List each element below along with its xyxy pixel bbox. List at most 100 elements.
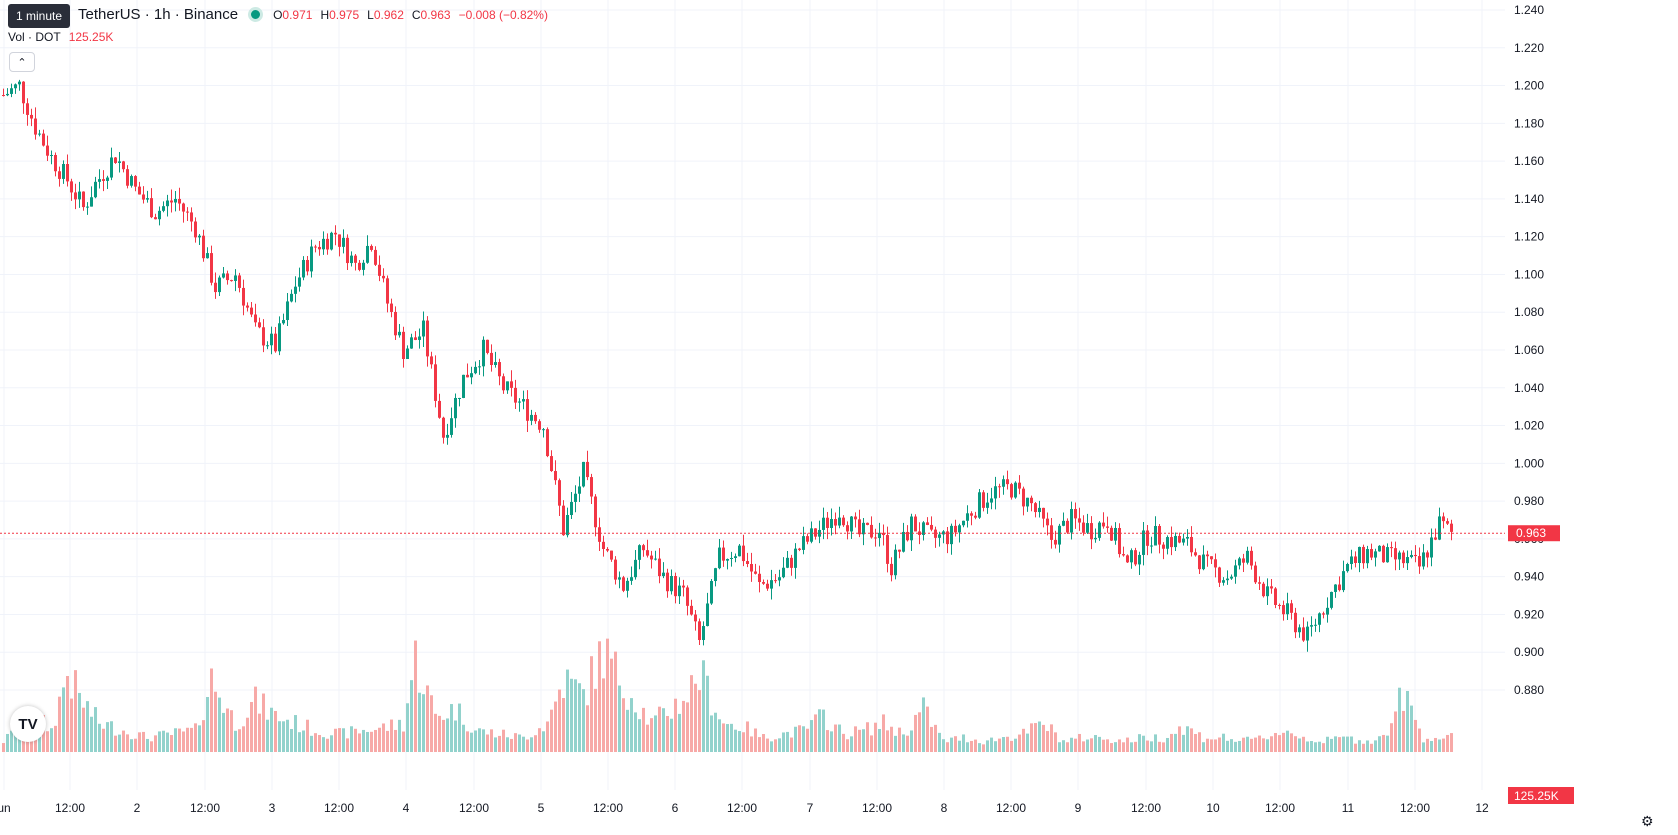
candle-body [1030,497,1033,504]
volume-bar [1090,738,1093,752]
volume-bar [598,641,601,752]
gear-icon[interactable]: ⚙ [1641,813,1654,829]
volume-bar [670,718,673,752]
candle-body [594,496,597,528]
candle-body [858,519,861,535]
candle-body [334,232,337,235]
volume-bar [654,715,657,752]
volume-bar [198,725,201,752]
candle-body [22,81,25,104]
candle-body [106,177,109,181]
volume-bar [1210,739,1213,752]
volume-bar [1418,728,1421,752]
market-status-icon[interactable] [248,7,264,22]
candle-body [218,277,221,293]
candle-body [338,234,341,247]
candle-body [114,157,117,163]
candle-body [722,547,725,561]
volume-bar [950,737,953,752]
candle-body [254,314,257,323]
time-tick-label: 12:00 [862,801,892,815]
candle-body [834,519,837,526]
volume-bar [1314,742,1317,752]
volume-bar [1250,738,1253,752]
volume-bar [510,738,513,752]
candle-body [842,517,845,526]
time-tick-label: 12:00 [727,801,757,815]
volume-bar [570,678,573,752]
candle-body [14,84,17,89]
volume-bar [770,741,773,752]
volume-bar [538,728,541,752]
candle-body [450,418,453,435]
candle-body [150,198,153,218]
time-tick-label: 12:00 [55,801,85,815]
time-axis[interactable]: un 12:00 2 12:00 3 12:00 4 12:00 5 12:00 6 12:00 7 12… [0,801,1489,815]
volume-bar [902,734,905,752]
tradingview-logo-icon[interactable]: TV [10,706,46,742]
price-tick-label: 1.020 [1514,419,1544,433]
volume-bar [394,729,397,752]
volume-bar [194,723,197,752]
time-tick-label: 10 [1206,801,1220,815]
price-axis[interactable]: 1.240 1.220 1.200 1.180 1.160 1.140 1.120 1.100… [1514,3,1544,697]
candle-body [146,198,149,200]
volume-bar [398,719,401,752]
candle-body [1258,582,1261,584]
price-tick-label: 1.200 [1514,79,1544,93]
candle-body [1154,525,1157,546]
symbol-title[interactable]: TetherUS · 1h · Binance [78,6,239,23]
candle-body [26,103,29,115]
volume-bar [1398,687,1401,752]
time-tick-label: 6 [672,801,679,815]
candle-body [1146,530,1149,546]
volume-bar [1082,741,1085,752]
symbol-legend[interactable]: TetherUS · 1h · Binance O0.971 H0.975 L0… [8,6,548,23]
volume-bar [838,724,841,752]
candle-body [198,235,201,238]
volume-bar [290,728,293,752]
volume-bar [778,738,781,752]
candle-body [782,567,785,578]
volume-bar [1166,737,1169,752]
candle-body [434,364,437,401]
collapse-legend-button[interactable]: ⌃ [9,52,35,72]
volume-bar [894,735,897,752]
volume-bar [110,721,113,752]
time-tick-label: 9 [1075,801,1082,815]
candle-body [1378,545,1381,552]
volume-legend[interactable]: Vol · DOT 125.25K [8,30,113,44]
volume-bar [650,718,653,752]
candle-body [938,534,941,538]
volume-bar [502,729,505,752]
volume-bar [674,698,677,752]
candle-body [814,528,817,537]
volume-bar [470,732,473,752]
candle-body [1158,525,1161,545]
volume-bar [814,714,817,752]
volume-bar [326,738,329,752]
candle-body [1014,482,1017,498]
price-tick-label: 1.000 [1514,456,1544,470]
volume-bar [830,731,833,752]
volume-bar [1242,737,1245,752]
candle-body [646,550,649,556]
volume-bar [826,730,829,752]
candle-body [1414,554,1417,557]
volume-bar [350,726,353,752]
volume-bar [974,739,977,752]
candle-body [242,287,245,306]
volume-bar [906,735,909,752]
volume-bar [286,719,289,752]
volume-bar [1106,739,1109,752]
volume-bar [682,700,685,752]
volume-bar [202,720,205,752]
volume-bar [1394,711,1397,752]
volume-bar [1074,738,1077,752]
candle-body [426,320,429,357]
candle-body [1162,544,1165,549]
candle-body [50,154,53,156]
candle-body [1102,522,1105,527]
volume-bar [498,735,501,752]
